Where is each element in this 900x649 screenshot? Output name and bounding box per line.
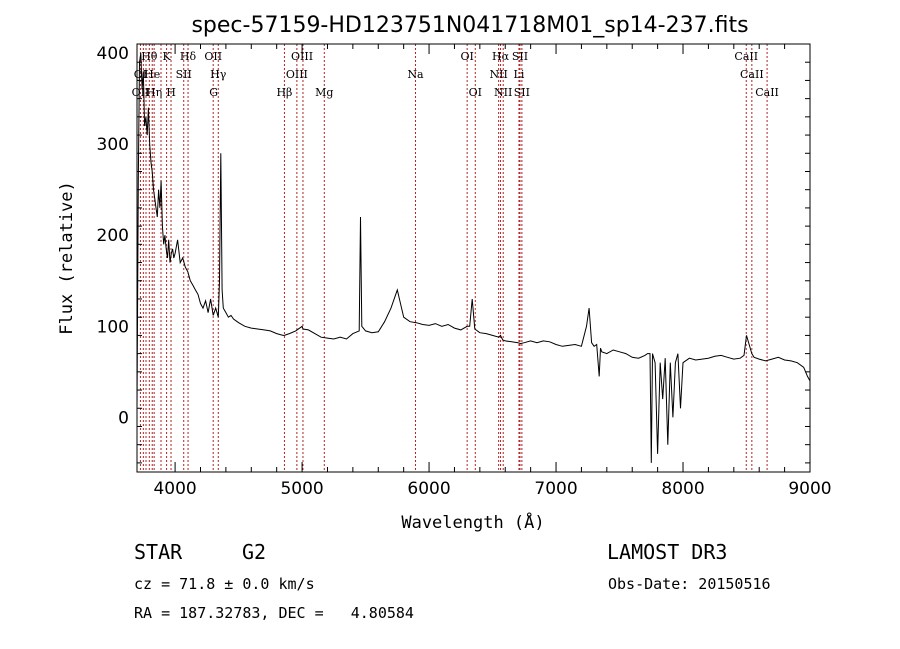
x-tick-label: 6000 [407,479,450,499]
line-label-23: Mg [315,86,333,99]
x-axis-label: Wavelength (Å) [401,511,544,533]
coordinates: RA = 187.32783, DEC = 4.80584 [134,604,414,622]
line-label-21: G [209,86,218,99]
line-label-27: CaII [755,86,779,99]
line-label-25: NII [494,86,512,99]
line-label-12: Hγ [210,68,227,81]
line-label-15: NII [489,68,507,81]
y-axis-label: Flux (relative) [57,181,77,335]
x-tick-label: 8000 [661,479,704,499]
x-tick-label: 5000 [280,479,323,499]
line-label-24: OI [469,86,482,99]
x-tick-label: 9000 [788,479,831,499]
line-label-16: Li [514,68,525,81]
obs-date: Obs-Date: 20150516 [608,575,771,593]
line-label-14: Na [407,68,424,81]
object-class: STAR [134,540,183,564]
line-label-1: K [162,50,171,63]
spectrum-series [136,53,811,463]
x-tick-label: 4000 [153,479,196,499]
line-label-2: Hδ [180,50,197,63]
plot-area [136,43,811,473]
line-label-11: SII [176,68,192,81]
chart-title: spec-57159-HD123751N041718M01_sp14-237.f… [191,13,748,38]
survey-name: LAMOST DR3 [607,540,728,564]
spectral-line-markers [139,44,768,472]
line-label-5: OI [460,50,473,63]
line-label-0: Hθ [141,50,158,63]
y-tick-label: 100 [97,317,129,337]
line-label-17: CaII [740,68,764,81]
x-tick-label: 7000 [534,479,577,499]
y-axis-ticks: 0 100 200 300 400 [97,44,810,464]
line-label-22: Hβ [276,86,292,99]
line-label-13: OIII [286,68,308,81]
y-tick-label: 400 [97,44,129,64]
plot-frame [136,43,811,473]
line-label-19: Hη [146,86,162,99]
subclass: G2 [242,540,267,564]
y-tick-label: 200 [97,226,129,246]
line-label-4: OIII [291,50,313,63]
line-label-20: H [166,86,176,99]
line-label-7: SII [512,50,528,63]
line-label-8: CaII [734,50,758,63]
line-label-3: OII [204,50,222,63]
line-label-26: SII [514,86,530,99]
line-label-6: Hα [492,50,510,63]
line-label-18: OII [132,86,150,99]
line-label-10: He [144,68,160,81]
x-axis-ticks: 4000 5000 6000 7000 8000 9000 [153,44,832,499]
y-tick-label: 300 [97,135,129,155]
redshift-line: cz = 71.8 ± 0.0 km/s [134,575,315,593]
y-tick-label: 0 [118,408,129,428]
